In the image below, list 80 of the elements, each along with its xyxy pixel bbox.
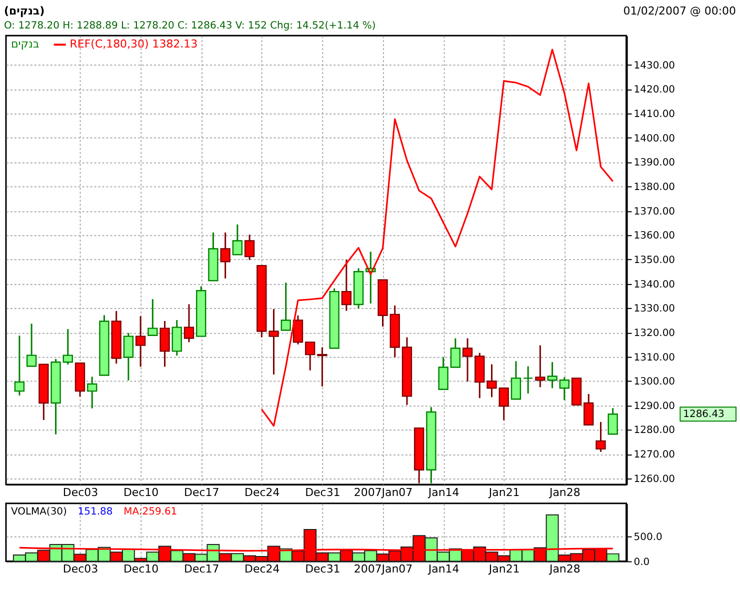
candlestick [292,314,304,346]
candlestick [341,258,352,312]
y-tick-label: 1320.00 [634,328,676,339]
y-tick-label: 1270.00 [634,450,676,461]
line-series [260,48,614,427]
candlestick [450,338,460,368]
candlestick [220,232,230,280]
y-tick-label: 1350.00 [634,254,676,266]
candlestick [510,360,522,400]
x-tick-label: 2007Jan07 [354,562,413,576]
candlestick [498,387,509,422]
text: 1286.43 [683,409,724,420]
candlestick [317,346,328,388]
y-tick-label: 1340.00 [634,279,676,290]
y-tick-label: 500.0 [634,532,662,544]
y-tick-label: 1430.00 [634,60,676,72]
x-tick-label: Dec31 [305,486,340,499]
chart-title: (בנקים) [4,4,45,18]
candlestick [172,319,182,356]
x-tick-label: Jan14 [427,562,460,576]
candlestick [462,338,473,382]
x-tick-label: Dec24 [244,562,280,576]
x-tick-label: Dec31 [305,562,340,576]
legend-label: REF(C,180,30) 1382.13 [70,38,198,51]
y-tick-label: 1260.00 [634,474,676,485]
y-tick-label: 0.0 [634,556,650,568]
text: MA:259.61 [124,506,178,518]
x-tick-label: 2007Jan07 [354,486,413,499]
candlestick [232,224,243,256]
candlestick [87,376,98,410]
y-tick-label: 1290.00 [634,400,676,412]
x-tick-label: Dec24 [244,486,280,499]
chart-subtitle: O: 1278.20 H: 1288.89 L: 1278.20 C: 1286.43 V: 152 Chg: 14.52(+1.14 %) [4,20,376,32]
x-tick-label: Jan21 [488,486,520,499]
candlestick [547,361,558,389]
candlestick [14,334,25,396]
x-tick-label: Dec10 [123,562,159,576]
candlestick [123,332,134,382]
x-tick-label: Jan21 [488,562,520,576]
candlestick [559,376,570,401]
candlestick [584,393,594,426]
candlestick [62,328,73,366]
y-tick-label: 1370.00 [634,206,676,218]
text: 01/02/2007 @ 00:00 [623,4,736,18]
candlestick [244,234,255,261]
x-tick-label: Dec10 [123,486,159,499]
x-tick-label: Dec03 [62,562,98,576]
candlestick [26,322,37,368]
candlestick [148,298,158,336]
candlestick [268,308,279,376]
candlestick [305,341,316,372]
y-tick-label: 1310.00 [634,352,676,364]
y-tick-label: 1280.00 [634,425,676,436]
y-tick-label: 1400.00 [634,133,676,144]
y-tick-label: 1330.00 [634,304,676,315]
candlestick [438,356,448,390]
x-tick-label: Dec03 [62,486,98,499]
y-tick-label: 1390.00 [634,158,676,169]
x-tick-label: Dec17 [184,562,220,576]
x-tick-label: Jan28 [548,486,580,499]
y-tick-label: 1410.00 [634,109,676,120]
candlestick [135,315,146,368]
x-tick-label: Jan14 [427,486,460,499]
candlestick [608,407,618,435]
annotation: 151.88 [78,506,113,518]
candlestick [184,303,194,343]
y-tick-label: 1300.00 [634,376,676,388]
text: בנקים [10,38,40,51]
candlestick [522,366,534,394]
candlestick [486,364,497,398]
y-tick-label: 1360.00 [634,230,676,242]
candlestick [535,344,546,388]
chart-title: VOLMA(30) [10,506,68,518]
candlestick [280,282,291,332]
y-tick-label: 1380.00 [634,182,676,193]
candlestick [596,421,606,453]
x-tick-label: Jan28 [548,562,580,576]
y-tick-label: 1420.00 [634,84,676,96]
candlestick [160,320,170,368]
x-tick-label: Dec17 [184,486,220,499]
